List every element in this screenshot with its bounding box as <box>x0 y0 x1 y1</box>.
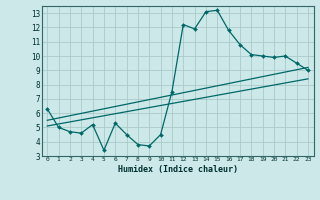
X-axis label: Humidex (Indice chaleur): Humidex (Indice chaleur) <box>118 165 237 174</box>
